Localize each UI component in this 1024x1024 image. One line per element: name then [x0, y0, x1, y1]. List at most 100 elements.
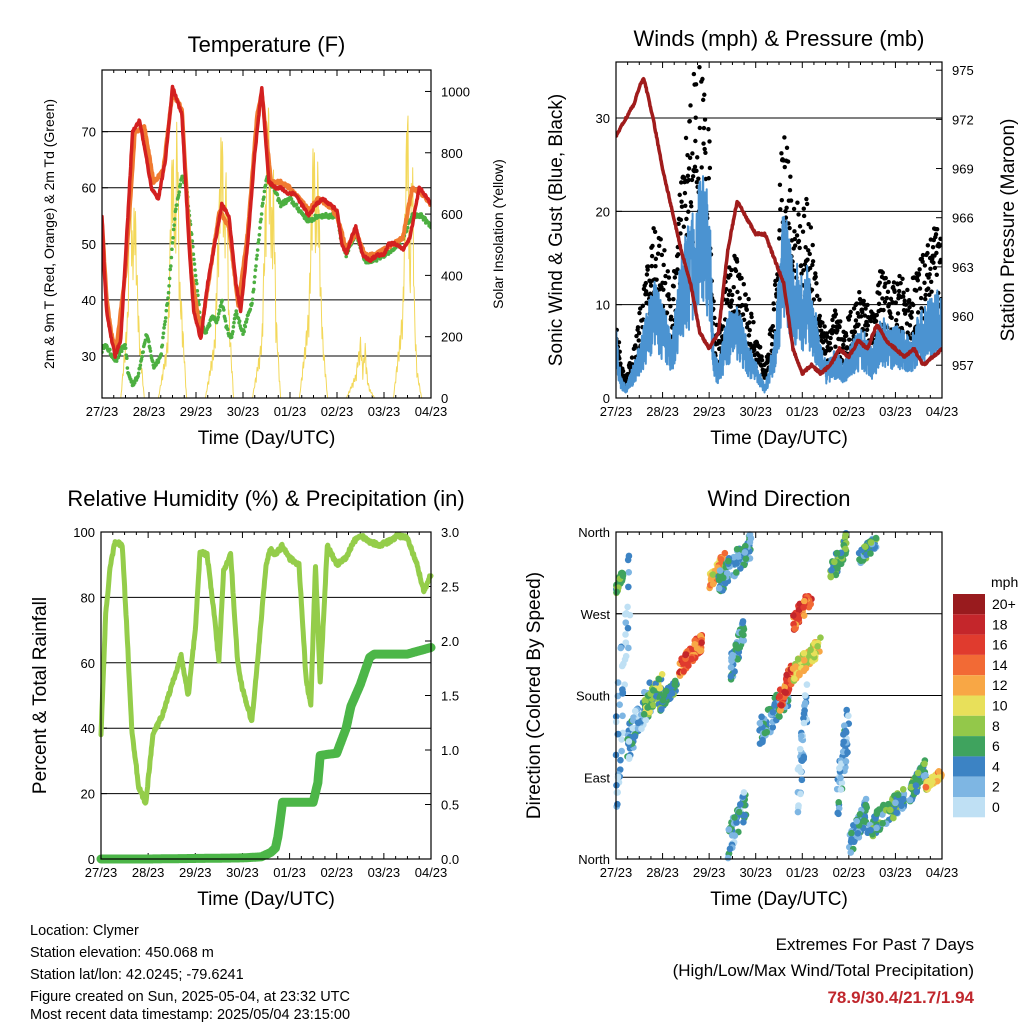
dewpoint-point [222, 308, 226, 312]
footer-created: Figure created on Sun, 2025-05-04, at 23… [30, 989, 350, 1005]
dewpoint-point [259, 212, 264, 216]
direction-point [638, 725, 645, 733]
dewpoint-point [256, 238, 261, 242]
gust-point [835, 328, 840, 333]
direction-point [848, 829, 855, 837]
gust-point [928, 279, 934, 284]
direction-point [837, 786, 845, 793]
gust-point [893, 300, 899, 305]
direction-point [867, 539, 875, 546]
temp-series [102, 84, 431, 398]
gust-point [851, 306, 857, 311]
gust-point [655, 251, 661, 256]
direction-point [619, 712, 626, 720]
y-right-tick-label: 0 [441, 391, 448, 406]
gust-point [649, 253, 655, 259]
gust-point [674, 271, 679, 276]
plot-border [101, 69, 432, 399]
dewpoint-point [162, 322, 167, 327]
direction-point [680, 668, 687, 675]
gust-point [643, 280, 649, 286]
direction-point [906, 796, 914, 804]
x-tick-label: 27/23 [86, 404, 119, 419]
y-right-tick-label: 600 [441, 207, 463, 222]
gust-point [645, 267, 650, 272]
gust-point [926, 286, 931, 291]
direction-point [790, 612, 797, 619]
direction-point [617, 644, 625, 652]
gust-point [697, 64, 702, 70]
direction-point [800, 604, 807, 611]
direction-point [631, 707, 639, 715]
gust-point [671, 296, 676, 302]
legend-label: 14 [992, 657, 1008, 673]
x-tick-label: 29/23 [180, 404, 213, 419]
direction-point [727, 673, 735, 680]
gust-point [898, 280, 903, 286]
direction-point [649, 687, 657, 694]
gust-point [915, 310, 921, 315]
gust-point [814, 281, 819, 286]
direction-point [800, 597, 808, 605]
gust-point [678, 231, 683, 236]
direction-point [617, 756, 624, 764]
direction-point [836, 764, 843, 772]
gust-point [702, 117, 708, 122]
dewpoint-point [263, 183, 268, 188]
gust-point [925, 250, 930, 256]
dewpoint-point [166, 296, 170, 300]
gust-point [649, 263, 654, 269]
gust-point [803, 245, 808, 250]
direction-point [920, 772, 928, 780]
gust-point [706, 126, 711, 132]
gust-point [740, 312, 746, 317]
gust-point [737, 272, 742, 277]
dewpoint-point [114, 359, 119, 363]
direction-point [798, 776, 806, 784]
gust-point [648, 283, 654, 288]
gust-point [927, 272, 932, 277]
x-tick-label: 02/23 [321, 404, 354, 419]
direction-point [669, 689, 676, 697]
gust-point [689, 177, 695, 183]
direction-point [801, 707, 808, 714]
direction-point [691, 640, 698, 648]
gust-point [683, 203, 688, 209]
dewpoint-point [123, 343, 127, 347]
x-tick-label: 03/23 [879, 404, 912, 419]
direction-point [831, 558, 838, 566]
wind-series [616, 62, 942, 394]
legend-swatch [953, 675, 985, 696]
x-tick-label: 04/23 [415, 865, 448, 880]
direction-point [828, 566, 835, 574]
direction-point [844, 749, 851, 756]
dewpoint-point [164, 308, 169, 313]
gust-point [706, 176, 711, 181]
direction-point [732, 569, 740, 576]
direction-point [719, 574, 727, 582]
direction-point [747, 534, 755, 542]
dewpoint-point [344, 254, 349, 259]
x-tick-label: 30/23 [226, 865, 259, 880]
dewpoint-point [161, 335, 165, 340]
gust-point [922, 280, 927, 285]
gust-point [759, 354, 764, 359]
direction-point [671, 681, 679, 688]
gust-point [884, 295, 890, 301]
gust-point [653, 263, 658, 269]
x-tick-label: 03/23 [368, 865, 401, 880]
gust-point [933, 232, 939, 237]
gust-point [638, 306, 643, 311]
gust-point [813, 274, 818, 280]
direction-point [734, 553, 742, 560]
dewpoint-point [148, 346, 152, 351]
gust-point [916, 272, 922, 277]
extremes-title: Extremes For Past 7 Days [775, 935, 974, 954]
gust-point [804, 201, 810, 207]
x-tick-label: 28/23 [646, 404, 679, 419]
gust-point [799, 271, 804, 276]
gust-point [828, 346, 834, 351]
gust-point [734, 259, 740, 264]
x-tick-label: 02/23 [833, 404, 866, 419]
x-tick-label: 27/23 [600, 865, 633, 880]
